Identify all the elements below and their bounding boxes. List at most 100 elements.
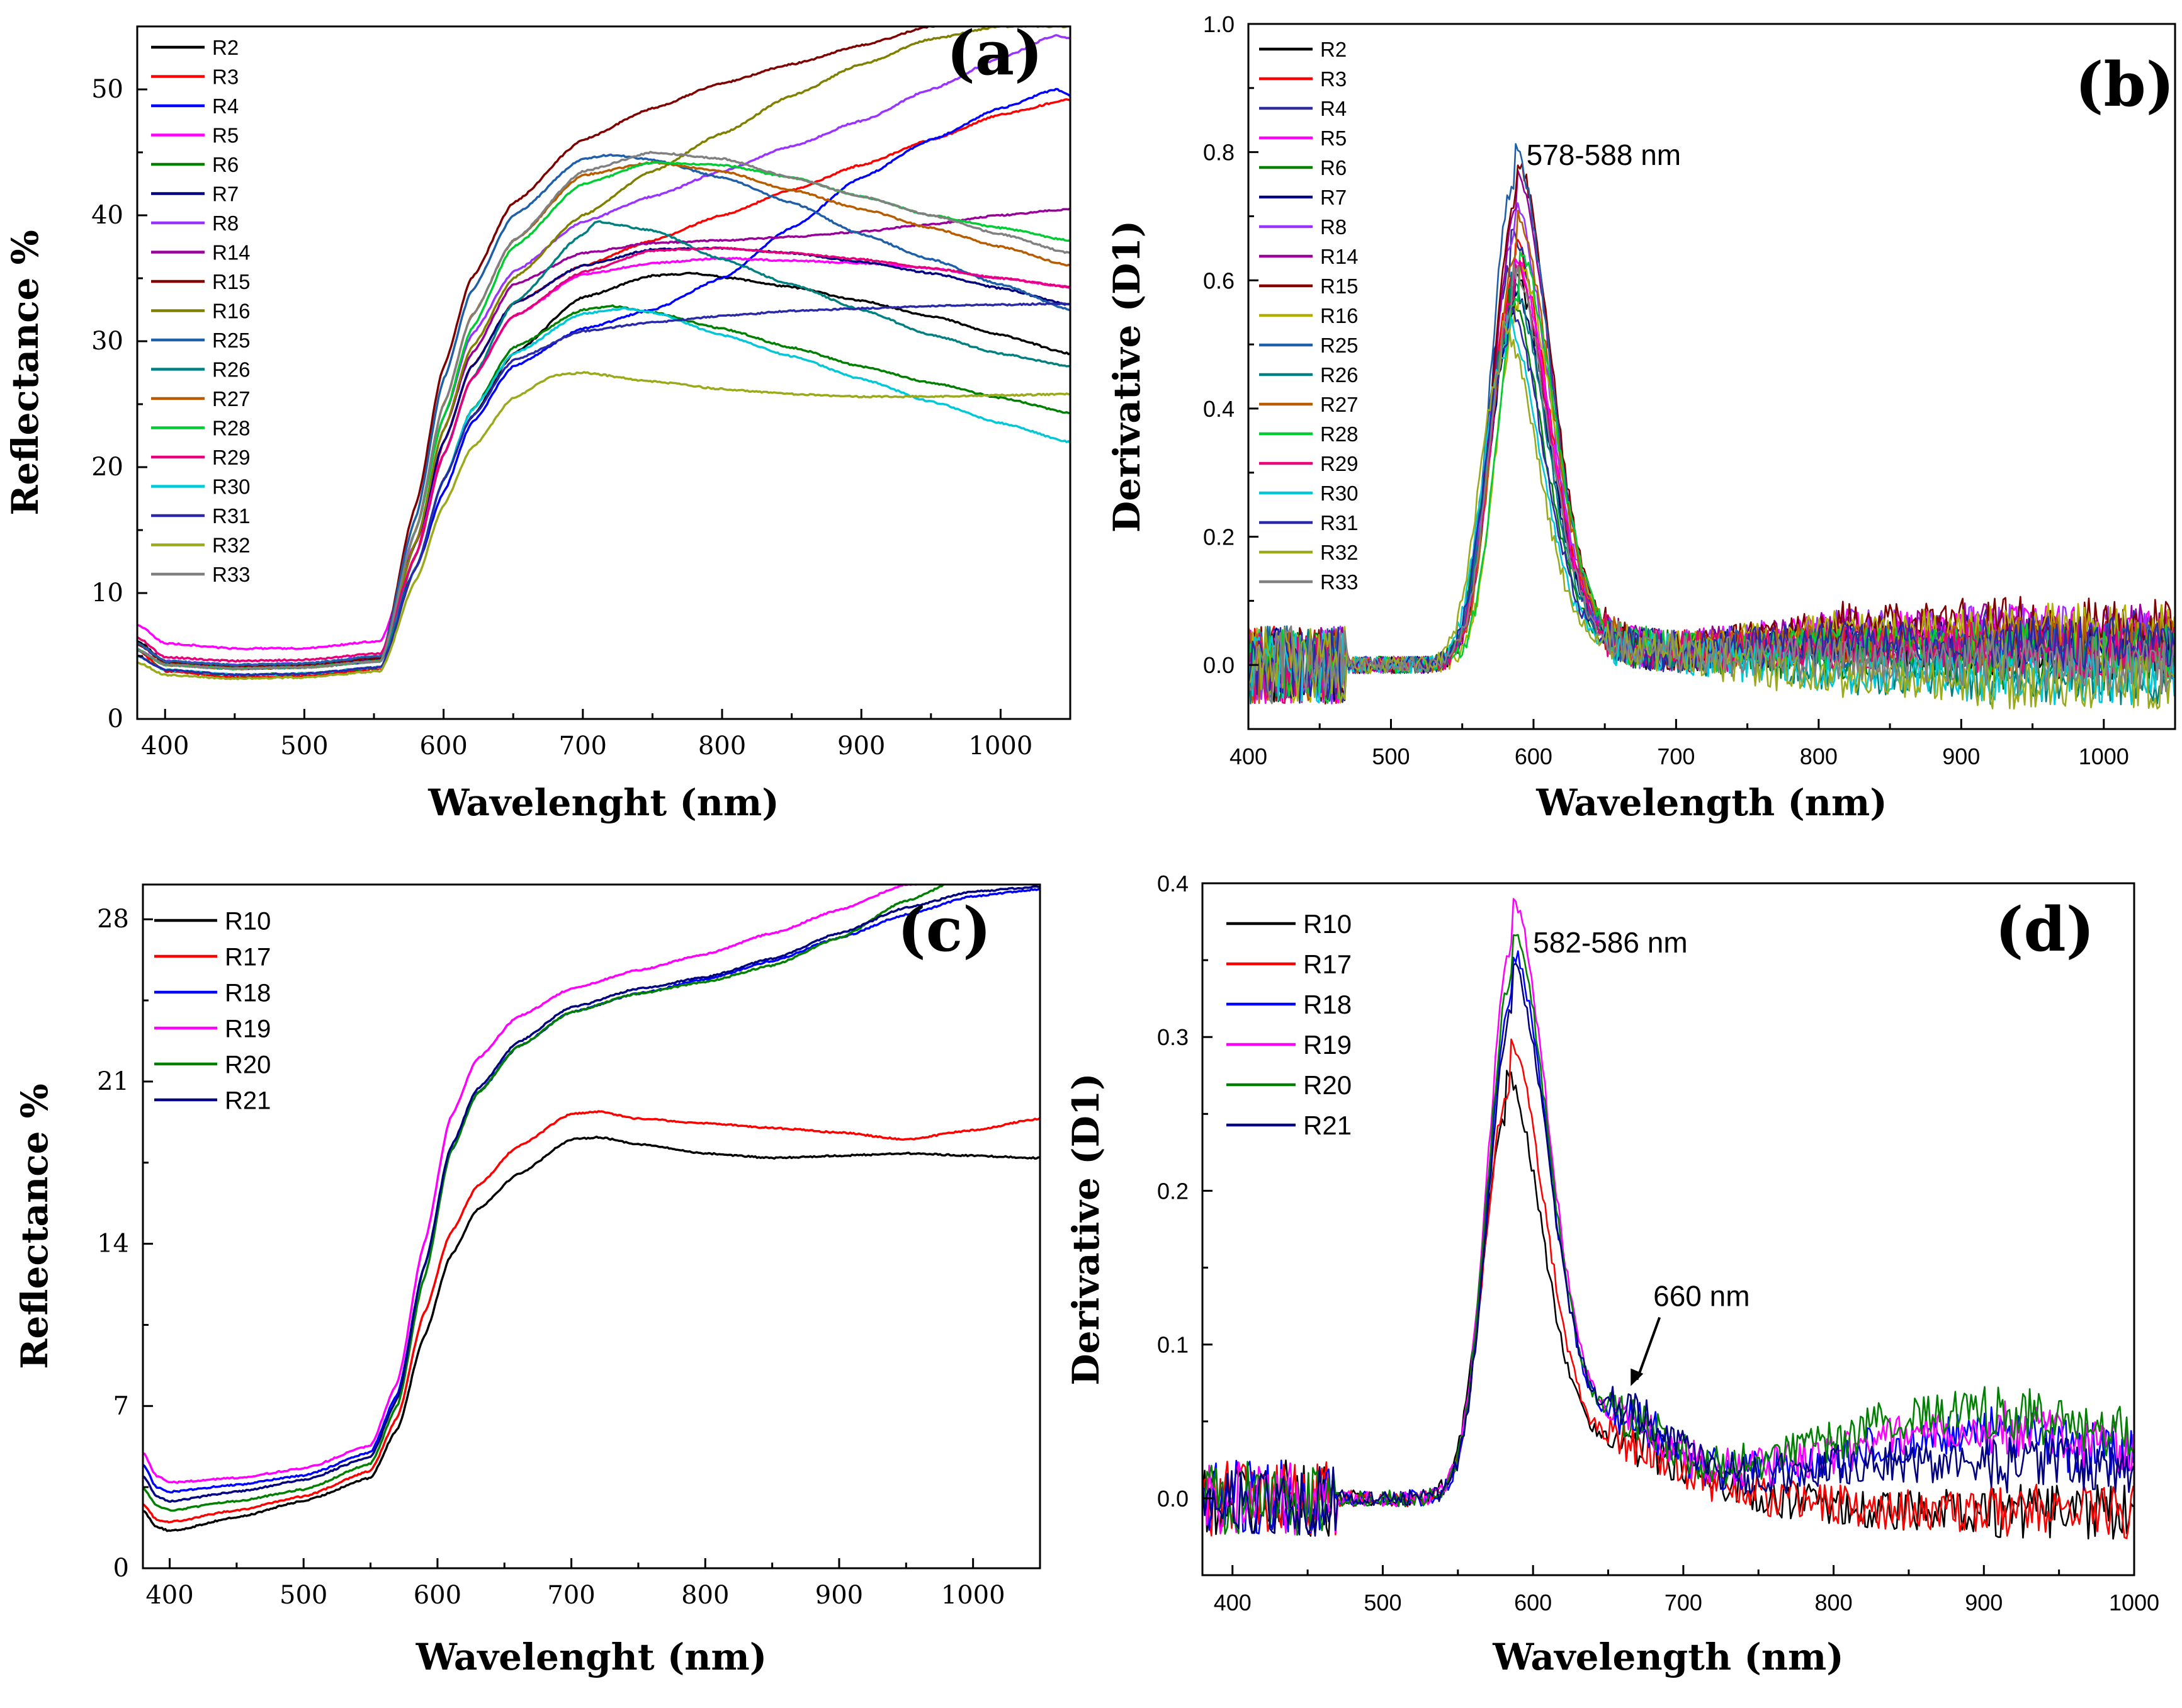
y-tick-label: 0.6 <box>1203 268 1235 293</box>
series-line-r26 <box>137 220 1070 670</box>
legend-label: R25 <box>1320 334 1359 357</box>
y-tick-label: 0.2 <box>1203 524 1235 550</box>
series-line-r15 <box>137 26 955 668</box>
series-line-r19 <box>143 885 925 1485</box>
legend-label: R5 <box>1320 127 1347 150</box>
legend-label: R17 <box>225 943 271 971</box>
legend-label: R3 <box>1320 67 1347 91</box>
series-line-r29 <box>137 246 1070 663</box>
x-tick-label: 500 <box>1372 744 1410 769</box>
y-tick-label: 21 <box>97 1067 129 1096</box>
x-tick-label: 400 <box>1229 744 1267 769</box>
y-tick-label: 0 <box>108 704 123 733</box>
x-axis-label: Wavelength (nm) <box>1535 781 1887 824</box>
panel-label: (a) <box>946 18 1043 89</box>
legend-label: R26 <box>1320 363 1359 387</box>
series-line-r18 <box>143 888 1040 1494</box>
legend-label: R19 <box>1303 1030 1352 1060</box>
plot-frame <box>1247 23 2176 730</box>
legend-label: R29 <box>212 446 251 469</box>
legend-label: R18 <box>1303 990 1352 1019</box>
y-tick-label: 14 <box>97 1230 129 1258</box>
y-tick-label: 0.4 <box>1203 396 1235 422</box>
y-tick-label: 0.3 <box>1157 1024 1189 1050</box>
legend-label: R21 <box>1303 1111 1352 1140</box>
series-line-r20 <box>143 885 946 1512</box>
series-line-r14 <box>137 207 1070 668</box>
series-line-r6 <box>137 304 1070 677</box>
y-tick-label: 7 <box>113 1391 129 1420</box>
x-tick-label: 1000 <box>969 732 1033 761</box>
y-tick-label: 40 <box>91 201 123 230</box>
legend-label: R19 <box>225 1015 271 1043</box>
series-line-r2 <box>137 271 1070 669</box>
x-tick-label: 500 <box>280 1581 327 1610</box>
y-tick-label: 0 <box>113 1554 129 1583</box>
legend-label: R31 <box>212 504 251 528</box>
legend-label: R32 <box>1320 541 1359 564</box>
x-tick-label: 700 <box>547 1581 595 1610</box>
series-line-r30 <box>137 307 1070 677</box>
y-tick-label: 0.2 <box>1157 1178 1189 1204</box>
legend-label: R26 <box>212 358 251 381</box>
plot-frame <box>1201 882 2135 1576</box>
legend: R10 R17 R18 R19 R20 R21 <box>154 907 271 1114</box>
annotation-label: 582-586 nm <box>1533 926 1688 959</box>
x-tick-label: 700 <box>559 732 607 761</box>
panel-b: 400 500 600 700 800 900 1000 0.0 0.2 0.4 0.6 0.8 1.0… <box>1105 11 2176 824</box>
legend: R10 R17 R18 R19 R20 R21 <box>1226 909 1352 1140</box>
legend-label: R2 <box>1320 38 1347 61</box>
series-line-r31 <box>1248 307 2175 704</box>
series-line-r28 <box>137 161 1070 670</box>
annotation-label: 660 nm <box>1653 1280 1750 1313</box>
series-line-r32 <box>137 371 1070 681</box>
legend-label: R4 <box>1320 97 1347 120</box>
annotation-arrowhead <box>1631 1368 1644 1386</box>
x-tick-label: 500 <box>1364 1590 1401 1615</box>
series-group <box>137 26 1070 681</box>
x-tick-label: 700 <box>1665 1590 1702 1615</box>
legend-label: R33 <box>212 563 251 586</box>
x-tick-label: 800 <box>698 732 746 761</box>
panel-label: (d) <box>1995 894 2094 965</box>
x-axis-label: Wavelenght (nm) <box>415 1636 767 1678</box>
legend-label: R8 <box>212 212 239 235</box>
legend-label: R4 <box>212 94 239 118</box>
series-group <box>1202 898 2134 1540</box>
legend-label: R14 <box>1320 245 1359 268</box>
y-axis-label: Derivative (D1) <box>1065 1073 1107 1385</box>
plot-frame <box>142 883 1041 1569</box>
legend-label: R18 <box>225 979 271 1007</box>
y-axis-label: Derivative (D1) <box>1105 220 1148 533</box>
legend-label: R27 <box>212 387 251 410</box>
legend-label: R10 <box>1303 909 1352 939</box>
series-line-r31 <box>137 302 1070 677</box>
legend-label: R15 <box>212 270 251 293</box>
y-tick-label: 30 <box>91 327 123 356</box>
x-tick-label: 400 <box>1214 1590 1252 1615</box>
legend-label: R31 <box>1320 511 1359 534</box>
legend-label: R14 <box>212 240 251 264</box>
series-line-r33 <box>1248 261 2175 704</box>
legend-label: R2 <box>212 36 239 59</box>
x-tick-label: 900 <box>1965 1590 2003 1615</box>
legend-label: R28 <box>1320 422 1359 446</box>
legend-label: R10 <box>225 907 271 935</box>
legend: R2 R3 R4 R5 R6 R7 R8 R14 R15 R16 R25 R26 R27 R28 R29 R3… <box>1259 38 1359 594</box>
x-tick-label: 400 <box>141 732 189 761</box>
y-tick-label: 0.0 <box>1203 652 1235 678</box>
series-line-r33 <box>137 150 1070 670</box>
panel-d: 400 500 600 700 800 900 1000 0.0 0.1 0.2 0.3 0.4 Wav… <box>1065 871 2159 1678</box>
legend-label: R25 <box>212 329 251 352</box>
legend-label: R17 <box>1303 949 1352 979</box>
x-tick-label: 800 <box>1800 744 1838 769</box>
panel-label: (c) <box>897 894 991 965</box>
y-axis-label: Reflectance % <box>4 230 47 516</box>
x-tick-label: 900 <box>1942 744 1980 769</box>
legend-label: R7 <box>212 182 239 205</box>
legend-label: R29 <box>1320 452 1359 475</box>
legend-label: R20 <box>1303 1070 1352 1100</box>
series-line-r3 <box>137 98 1070 679</box>
series-group <box>143 885 1040 1532</box>
